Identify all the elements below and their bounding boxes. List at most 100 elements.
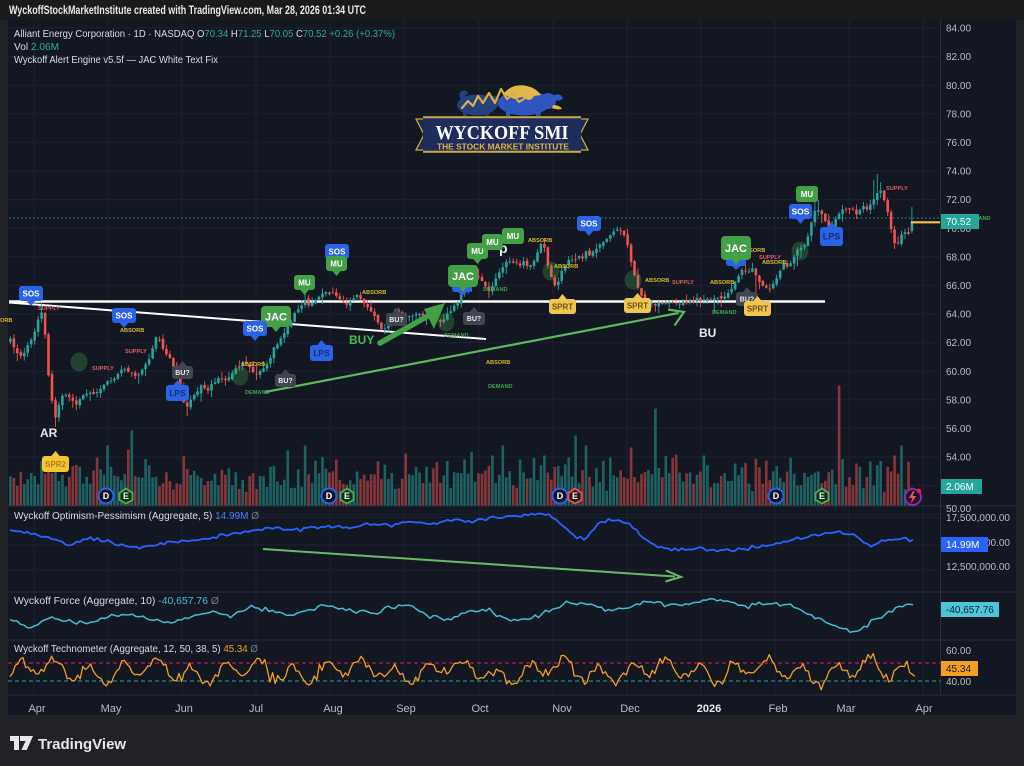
svg-text:SUPPLY: SUPPLY <box>672 280 694 286</box>
svg-text:DEMAND: DEMAND <box>712 310 737 316</box>
svg-text:ABSORB: ABSORB <box>241 362 265 368</box>
svg-text:70.00: 70.00 <box>946 224 971 235</box>
svg-text:17,500,000.00: 17,500,000.00 <box>946 513 1010 524</box>
svg-text:LPS: LPS <box>313 348 330 358</box>
svg-text:Dec: Dec <box>620 703 640 715</box>
svg-text:60.00: 60.00 <box>946 367 971 378</box>
svg-text:JAC: JAC <box>452 271 474 283</box>
svg-text:2.06M: 2.06M <box>946 482 974 493</box>
svg-text:MU: MU <box>507 232 520 241</box>
svg-text:58.00: 58.00 <box>946 395 971 406</box>
svg-text:THE STOCK MARKET INSTITUTE: THE STOCK MARKET INSTITUTE <box>437 143 570 152</box>
svg-text:BU?: BU? <box>278 378 292 385</box>
svg-text:ABSORB: ABSORB <box>741 248 765 254</box>
svg-text:Wyckoff Technometer (Aggregate: Wyckoff Technometer (Aggregate, 12, 50, … <box>14 644 258 655</box>
svg-text:D: D <box>326 491 333 501</box>
svg-text:SOS: SOS <box>116 311 134 320</box>
svg-text:Sep: Sep <box>396 703 416 715</box>
svg-text:SUPPLY: SUPPLY <box>886 186 908 192</box>
svg-text:Jul: Jul <box>249 703 263 715</box>
svg-text:SPR2: SPR2 <box>45 460 66 469</box>
svg-text:Aug: Aug <box>323 703 343 715</box>
svg-text:SUPPLY: SUPPLY <box>759 255 781 261</box>
svg-text:BU?: BU? <box>467 316 481 323</box>
svg-text:SOS: SOS <box>581 219 599 228</box>
svg-text:BU?: BU? <box>740 297 754 304</box>
svg-text:ABSORB: ABSORB <box>762 260 786 266</box>
svg-text:ABSORB: ABSORB <box>710 280 734 286</box>
svg-text:2026: 2026 <box>697 703 721 715</box>
svg-text:SOS: SOS <box>23 289 41 298</box>
svg-text:Oct: Oct <box>471 703 488 715</box>
svg-text:Mar: Mar <box>837 703 856 715</box>
svg-text:MU: MU <box>801 190 814 199</box>
svg-text:SPRT: SPRT <box>627 301 648 310</box>
svg-text:82.00: 82.00 <box>946 52 971 63</box>
svg-text:ABSORB: ABSORB <box>554 264 578 270</box>
svg-text:LPS: LPS <box>823 232 841 242</box>
svg-text:70.52: 70.52 <box>946 217 971 228</box>
svg-text:MU: MU <box>486 238 499 247</box>
svg-text:SUPPLY: SUPPLY <box>38 306 60 312</box>
svg-text:MU: MU <box>471 247 484 256</box>
svg-text:WYCKOFF SMI: WYCKOFF SMI <box>436 122 569 144</box>
svg-text:LPS: LPS <box>169 388 186 398</box>
svg-text:74.00: 74.00 <box>946 167 971 178</box>
svg-text:DEMAND: DEMAND <box>444 333 469 339</box>
svg-text:Nov: Nov <box>552 703 572 715</box>
svg-text:DEMAND: DEMAND <box>483 287 508 293</box>
svg-text:BUY: BUY <box>349 333 374 347</box>
svg-text:45.34: 45.34 <box>946 664 971 675</box>
svg-text:E: E <box>344 491 350 501</box>
svg-text:ABSORB: ABSORB <box>362 290 386 296</box>
svg-text:72.00: 72.00 <box>946 195 971 206</box>
svg-text:D: D <box>103 491 110 501</box>
svg-text:14.99M: 14.99M <box>946 540 979 551</box>
svg-text:Apr: Apr <box>28 703 45 715</box>
svg-text:62.00: 62.00 <box>946 338 971 349</box>
svg-text:78.00: 78.00 <box>946 109 971 120</box>
svg-text:-40,657.76: -40,657.76 <box>946 605 994 616</box>
svg-text:56.00: 56.00 <box>946 424 971 435</box>
svg-text:68.00: 68.00 <box>946 252 971 263</box>
svg-text:SUPPLY: SUPPLY <box>125 349 147 355</box>
svg-text:ABSORB: ABSORB <box>528 238 552 244</box>
svg-text:Wyckoff Alert Engine v5.5f — J: Wyckoff Alert Engine v5.5f — JAC White T… <box>14 54 219 66</box>
svg-text:Vol 2.06M: Vol 2.06M <box>14 41 59 53</box>
svg-text:84.00: 84.00 <box>946 24 971 35</box>
svg-text:E: E <box>819 491 825 501</box>
svg-text:SOS: SOS <box>329 247 347 256</box>
svg-text:BU: BU <box>699 326 716 340</box>
svg-text:DEMAND: DEMAND <box>245 390 270 396</box>
svg-text:SOS: SOS <box>247 324 265 333</box>
svg-text:ABSORB: ABSORB <box>120 328 144 334</box>
svg-text:Wyckoff Force (Aggregate, 10): Wyckoff Force (Aggregate, 10) -40,657.76… <box>14 596 219 607</box>
svg-text:JAC: JAC <box>265 312 287 324</box>
svg-text:SPRT: SPRT <box>552 302 573 311</box>
svg-text:WyckoffStockMarketInstitute cr: WyckoffStockMarketInstitute created with… <box>9 5 366 17</box>
svg-text:p: p <box>499 240 508 256</box>
svg-text:Wyckoff Optimism-Pessimism (Ag: Wyckoff Optimism-Pessimism (Aggregate, 5… <box>14 511 259 522</box>
svg-text:E: E <box>123 491 129 501</box>
svg-text:80.00: 80.00 <box>946 81 971 92</box>
svg-text:BU?: BU? <box>389 317 403 324</box>
svg-text:54.00: 54.00 <box>946 453 971 464</box>
svg-text:E: E <box>572 491 578 501</box>
svg-text:76.00: 76.00 <box>946 138 971 149</box>
svg-text:AR: AR <box>40 426 58 440</box>
svg-text:MU: MU <box>330 259 343 268</box>
svg-text:TradingView: TradingView <box>38 736 126 753</box>
svg-text:SUPPLY: SUPPLY <box>92 366 114 372</box>
svg-text:ABSORB: ABSORB <box>645 278 669 284</box>
svg-text:May: May <box>101 703 122 715</box>
svg-text:12,500,000.00: 12,500,000.00 <box>946 562 1010 573</box>
svg-text:Feb: Feb <box>769 703 788 715</box>
svg-text:Apr: Apr <box>915 703 932 715</box>
svg-text:SOS: SOS <box>792 207 810 217</box>
svg-text:BU?: BU? <box>175 370 189 377</box>
svg-text:Jun: Jun <box>175 703 193 715</box>
svg-text:JAC: JAC <box>725 243 747 255</box>
svg-text:ORB: ORB <box>0 318 12 324</box>
svg-text:MU: MU <box>298 278 311 287</box>
svg-text:DEMAND: DEMAND <box>488 384 513 390</box>
